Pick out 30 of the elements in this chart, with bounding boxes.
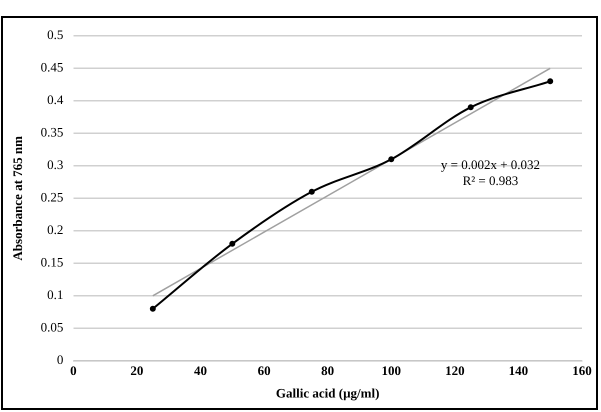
x-tick-label: 160 xyxy=(572,362,592,378)
annotation: y = 0.002x + 0.032 xyxy=(440,157,540,172)
point xyxy=(308,188,315,195)
y-tick-label: 0.25 xyxy=(40,190,64,205)
x-tick-label: 20 xyxy=(130,362,144,378)
point xyxy=(150,306,156,312)
y-tick-label: 0.3 xyxy=(47,157,64,172)
annotation: R² = 0.983 xyxy=(462,173,518,188)
y-tick-label: 0.15 xyxy=(40,254,64,270)
point xyxy=(547,78,554,84)
x-tick-label: 60 xyxy=(258,362,271,378)
y-tick-label: 0.45 xyxy=(40,60,64,75)
y-axis-title: Absorbance at 765 nm xyxy=(10,136,26,261)
y-tick-label: 0.05 xyxy=(40,320,64,335)
x-tick-label: 120 xyxy=(445,362,465,378)
x-tick-label: 80 xyxy=(321,362,334,378)
y-tick-label: 0.5 xyxy=(47,27,64,42)
point xyxy=(468,104,474,110)
y-tick-label: 0.2 xyxy=(47,222,64,238)
y-tick-label: 0 xyxy=(56,352,64,368)
y-tick-label: 0.35 xyxy=(40,124,64,140)
y-tick-label: 0.4 xyxy=(47,92,64,108)
x-tick-label: 140 xyxy=(508,362,528,378)
y-tick-label: 0.1 xyxy=(47,287,64,302)
x-tick-label: 0 xyxy=(70,362,77,378)
point xyxy=(388,156,394,162)
x-axis-title: Gallic acid (µg/ml) xyxy=(276,386,380,401)
x-tick-label: 100 xyxy=(382,362,402,378)
x-tick-label: 40 xyxy=(194,362,208,378)
point xyxy=(229,240,236,247)
